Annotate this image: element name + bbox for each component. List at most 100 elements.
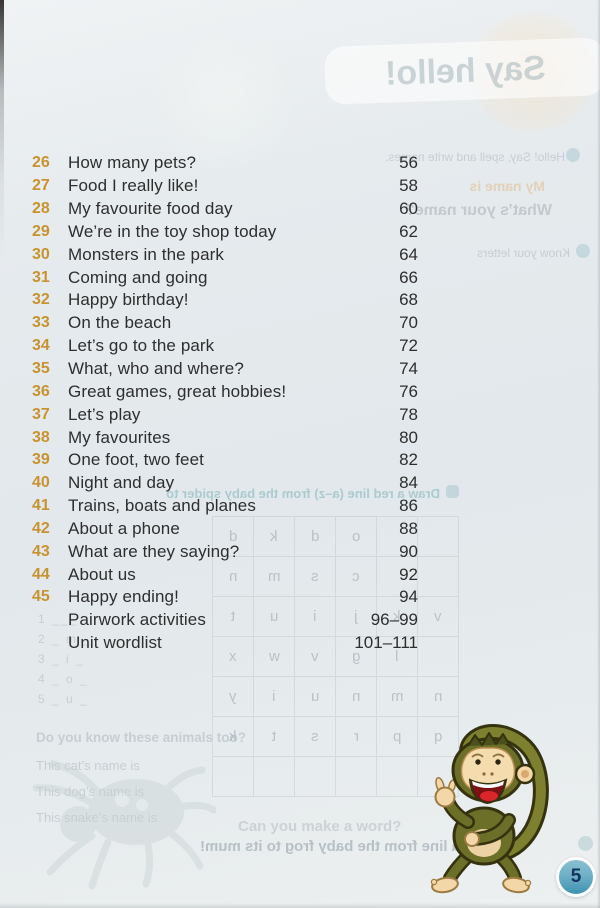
bleedthrough-soft-circle (148, 28, 298, 168)
toc-entry-number: 28 (32, 200, 50, 218)
wordsearch-cell: k (213, 717, 254, 757)
toc-entry: Pairwork activities 96–99 (32, 609, 418, 632)
wordsearch-cell (418, 637, 459, 677)
toc-entry-title: How many pets? (68, 153, 197, 173)
toc-entry: 44 About us 92 (32, 563, 418, 586)
toc-entry-page: 74 (399, 359, 418, 379)
toc-entry-number: 41 (32, 497, 50, 515)
bleedthrough-animals-question: Do you know these animals too? (36, 730, 247, 745)
wordsearch-cell (295, 757, 336, 797)
toc-entry-number: 37 (32, 405, 50, 423)
toc-list: 26 How many pets? 56 27 Food I really like! 5… (32, 152, 418, 655)
toc-entry: 39 One foot, two feet 82 (32, 449, 418, 472)
wordsearch-cell (254, 757, 295, 797)
toc-entry-number: 29 (32, 222, 50, 240)
bleedthrough-snake-line: This snake’s name is (36, 810, 158, 825)
toc-entry: Unit wordlist 101–111 (32, 632, 418, 655)
wordsearch-cell: v (418, 597, 459, 637)
toc-entry-page: 90 (399, 541, 418, 561)
toc-entry-title: Let’s go to the park (68, 336, 215, 356)
wordsearch-cell: t (254, 717, 295, 757)
toc-entry-page: 68 (399, 290, 418, 310)
toc-entry-page: 94 (399, 587, 418, 607)
toc-entry: 36 Great games, great hobbies! 76 (32, 380, 418, 403)
toc-entry-title: On the beach (68, 313, 172, 333)
spider-illustration (32, 760, 216, 890)
wordsearch-cell: u (295, 677, 336, 717)
toc-entry-title: About us (68, 564, 136, 584)
toc-entry-number: 31 (32, 268, 50, 286)
toc-entry-page: 78 (399, 404, 418, 424)
word-blank-item: 3 _ i _ (38, 652, 85, 666)
toc-entry: 37 Let’s play 78 (32, 403, 418, 426)
toc-entry-title: My favourites (68, 427, 171, 447)
toc-entry: 45 Happy ending! 94 (32, 586, 418, 609)
toc-entry: 42 About a phone 88 (32, 518, 418, 541)
toc-entry-number: 35 (32, 360, 50, 378)
toc-entry-page: 80 (399, 427, 418, 447)
toc-entry-page: 64 (399, 244, 418, 264)
bleedthrough-dog-line: This dog’s name is (36, 784, 145, 799)
scan-edge-left (0, 0, 4, 260)
bleedthrough-say-hello-box: Say hello! (324, 37, 600, 105)
toc-entry-number: 36 (32, 382, 50, 400)
bleedthrough-badge-c (446, 485, 459, 498)
toc-entry-page: 72 (399, 336, 418, 356)
toc-entry: 38 My favourites 80 (32, 426, 418, 449)
toc-entry-title: Pairwork activities (68, 610, 206, 630)
toc-entry-page: 84 (399, 473, 418, 493)
toc-entry-page: 60 (399, 199, 418, 219)
toc-entry-number: 45 (32, 588, 50, 606)
toc-entry-title: About a phone (68, 518, 180, 538)
toc-entry-title: Trains, boats and planes (68, 496, 256, 516)
bleedthrough-badge-a (566, 148, 580, 162)
toc-entry: 27 Food I really like! 58 (32, 175, 418, 198)
bleedthrough-badge-d (578, 836, 593, 851)
toc-entry-title: Unit wordlist (68, 633, 162, 653)
toc-entry-title: Monsters in the park (68, 244, 225, 264)
toc-entry-title: We’re in the toy shop today (68, 221, 277, 241)
toc-entry-number: 43 (32, 542, 50, 560)
toc-entry-title: What, who and where? (68, 359, 244, 379)
word-blank-item: 5 _ u _ (38, 692, 89, 706)
toc-entry-title: Let’s play (68, 404, 141, 424)
toc-entry-title: Happy birthday! (68, 290, 189, 310)
toc-entry: 31 Coming and going 66 (32, 266, 418, 289)
toc-entry: 28 My favourite food day 60 (32, 198, 418, 221)
toc-entry-number: 27 (32, 177, 50, 195)
page-number-badge: 5 (556, 857, 596, 897)
toc-entry-number: 44 (32, 565, 50, 583)
toc-entry-number: 26 (32, 154, 50, 172)
toc-entry-page: 101–111 (354, 633, 418, 653)
toc-entry: 40 Night and day 84 (32, 472, 418, 495)
toc-entry: 35 What, who and where? 74 (32, 358, 418, 381)
toc-entry: 33 On the beach 70 (32, 312, 418, 335)
bleedthrough-make-word-line: Can you make a word? (238, 818, 402, 835)
toc-entry-number: 39 (32, 451, 50, 469)
toc-entry-page: 86 (399, 496, 418, 516)
toc-entry-page: 62 (399, 221, 418, 241)
toc-entry-page: 92 (399, 564, 418, 584)
toc-entry: 41 Trains, boats and planes 86 (32, 495, 418, 518)
bleedthrough-know-letters-line: Know your letters (477, 246, 570, 260)
toc-entry-page: 56 (399, 153, 418, 173)
toc-entry-title: Coming and going (68, 267, 208, 287)
scan-edge-right (597, 0, 600, 908)
toc-entry: 26 How many pets? 56 (32, 152, 418, 175)
toc-entry-page: 96–99 (370, 610, 418, 630)
toc-entry-page: 66 (399, 267, 418, 287)
toc-entry-title: Happy ending! (68, 587, 179, 607)
toc-entry-page: 76 (399, 381, 418, 401)
toc-entry-number: 34 (32, 337, 50, 355)
scan-edge-bottom (0, 903, 600, 908)
toc-entry: 43 What are they saying? 90 (32, 540, 418, 563)
toc-entry: 30 Monsters in the park 64 (32, 243, 418, 266)
toc-entry-title: What are they saying? (68, 541, 240, 561)
toc-entry-page: 88 (399, 518, 418, 538)
wordsearch-cell (336, 757, 377, 797)
wordsearch-cell (418, 517, 459, 557)
wordsearch-cell: r (336, 717, 377, 757)
toc-entry-page: 82 (399, 450, 418, 470)
toc-entry-number: 38 (32, 428, 50, 446)
